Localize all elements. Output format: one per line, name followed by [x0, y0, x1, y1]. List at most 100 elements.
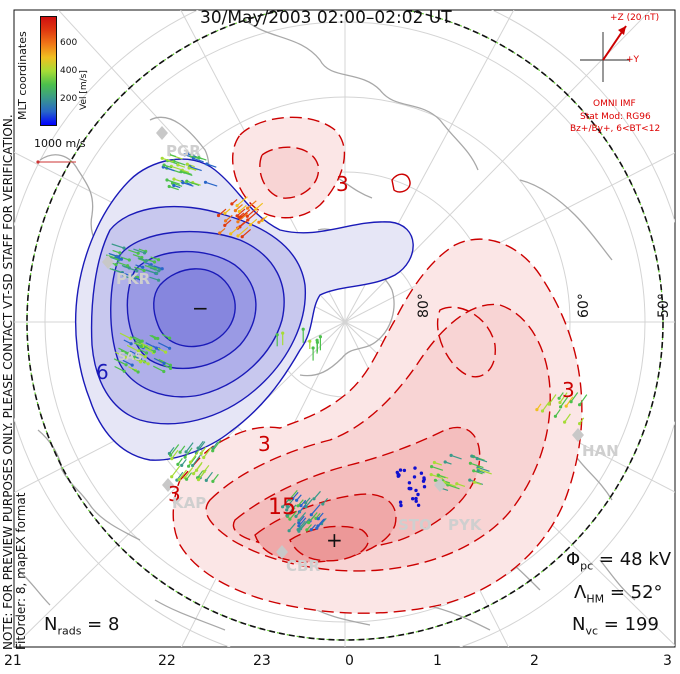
velocity-vector [173, 184, 181, 189]
velocity-vector [297, 520, 306, 530]
velocity-vector [138, 258, 146, 262]
velocity-vector [193, 461, 203, 474]
velocity-vector [121, 272, 132, 277]
velocity-vector [188, 455, 197, 467]
velocity-vector [224, 208, 231, 214]
velocity-vector [298, 517, 307, 527]
velocity-vector [122, 359, 133, 366]
velocity-vector [477, 458, 488, 463]
mlt-hour-3: 3 [663, 653, 672, 669]
velocity-vector [286, 504, 297, 516]
low-velocity-point [402, 468, 407, 473]
velocity-vector [313, 490, 321, 500]
velocity-vector [450, 454, 462, 460]
velocity-vector [200, 446, 207, 454]
velocity-vector [193, 157, 204, 163]
velocity-vector [111, 243, 125, 249]
velocity-vector [198, 472, 205, 480]
velocity-vector [231, 198, 238, 205]
mlt-hour-21: 21 [4, 653, 22, 669]
colorbar-unit-label: Vel [m/s] [79, 70, 89, 110]
low-velocity-point [412, 475, 417, 479]
site-label-pgr: PGR [166, 142, 201, 160]
site-label-pkr: PKR [116, 270, 151, 288]
velocity-vector [153, 265, 163, 270]
stat-n-vc: Nvc = 199 [572, 614, 659, 638]
imf-clock [580, 25, 630, 82]
velocity-vector [157, 347, 166, 353]
low-velocity-point [407, 481, 412, 485]
scale-vector-label: 1000 m/s [34, 137, 86, 150]
contour-label-15: 15 [268, 495, 296, 520]
imf-z-label: +Z (20 nT) [610, 13, 660, 23]
velocity-vector [147, 259, 155, 263]
velocity-vector [536, 403, 542, 410]
velocity-vector [261, 215, 268, 221]
velocity-vector [134, 266, 145, 272]
velocity-vector [184, 467, 194, 479]
colorbar-tick-400: 400 [60, 66, 78, 76]
velocity-vector [135, 264, 143, 268]
mlt-hour-0: 0 [345, 653, 354, 669]
imf-condition: Bz+/By+, 6<BT<12 [570, 124, 661, 134]
velocity-vector [168, 446, 175, 454]
velocity-vector [579, 394, 588, 406]
velocity-vector [133, 342, 142, 348]
velocity-vector [123, 265, 137, 272]
velocity-vector [145, 342, 157, 349]
velocity-vector [258, 217, 265, 223]
velocity-vector [138, 248, 146, 252]
velocity-vector [132, 368, 139, 373]
velocity-vector [431, 466, 444, 471]
velocity-vector [247, 210, 259, 221]
velocity-vector [114, 365, 125, 372]
velocity-vector [203, 447, 212, 458]
imf-stat-mod: Stat Mod: RG96 [580, 112, 651, 122]
velocity-vector [185, 442, 194, 453]
velocity-vector [289, 510, 298, 520]
velocity-vector [195, 441, 206, 454]
velocity-vector [177, 164, 185, 168]
low-velocity-point [416, 503, 421, 507]
velocity-vector [189, 166, 202, 172]
low-velocity-point [395, 470, 399, 475]
site-label-sto: STO [398, 516, 432, 534]
stat-phi-pc: Φpc = 48 kV [566, 549, 672, 573]
potential-maximum-marker: + [326, 528, 343, 552]
velocity-vector [560, 396, 569, 408]
velocity-vector [315, 513, 321, 519]
velocity-vector [179, 445, 186, 453]
mlt-hour-22: 22 [158, 653, 176, 669]
low-velocity-point [408, 486, 412, 491]
velocity-vector [117, 261, 128, 267]
velocity-vector [197, 470, 204, 479]
velocity-vector [219, 227, 226, 234]
latitude-label-50: 50° [656, 293, 672, 318]
velocity-vector [300, 518, 310, 530]
low-velocity-point [397, 473, 401, 477]
velocity-vector [171, 465, 181, 478]
velocity-vector [148, 264, 161, 270]
velocity-vector [477, 466, 490, 472]
velocity-vector [118, 347, 130, 354]
velocity-vector [132, 254, 142, 259]
velocity-vector [134, 277, 142, 281]
low-velocity-point [414, 488, 418, 493]
low-velocity-point [398, 468, 403, 472]
velocity-vector [316, 518, 326, 529]
velocity-vector [218, 208, 227, 216]
velocity-vector [190, 450, 199, 463]
velocity-vector [241, 228, 251, 238]
site-label-han: HAN [582, 442, 619, 460]
note-line-2: FitOrder: 8, mapEX format [14, 492, 28, 650]
positive-potential-cell-small [232, 116, 411, 219]
velocity-vector [178, 469, 187, 480]
low-velocity-point [398, 500, 403, 504]
velocity-vector [250, 218, 258, 226]
velocity-colorbar [40, 16, 57, 126]
velocity-vector [144, 347, 154, 354]
velocity-vector [172, 182, 183, 187]
velocity-vector [138, 358, 149, 365]
velocity-vector [146, 269, 157, 275]
